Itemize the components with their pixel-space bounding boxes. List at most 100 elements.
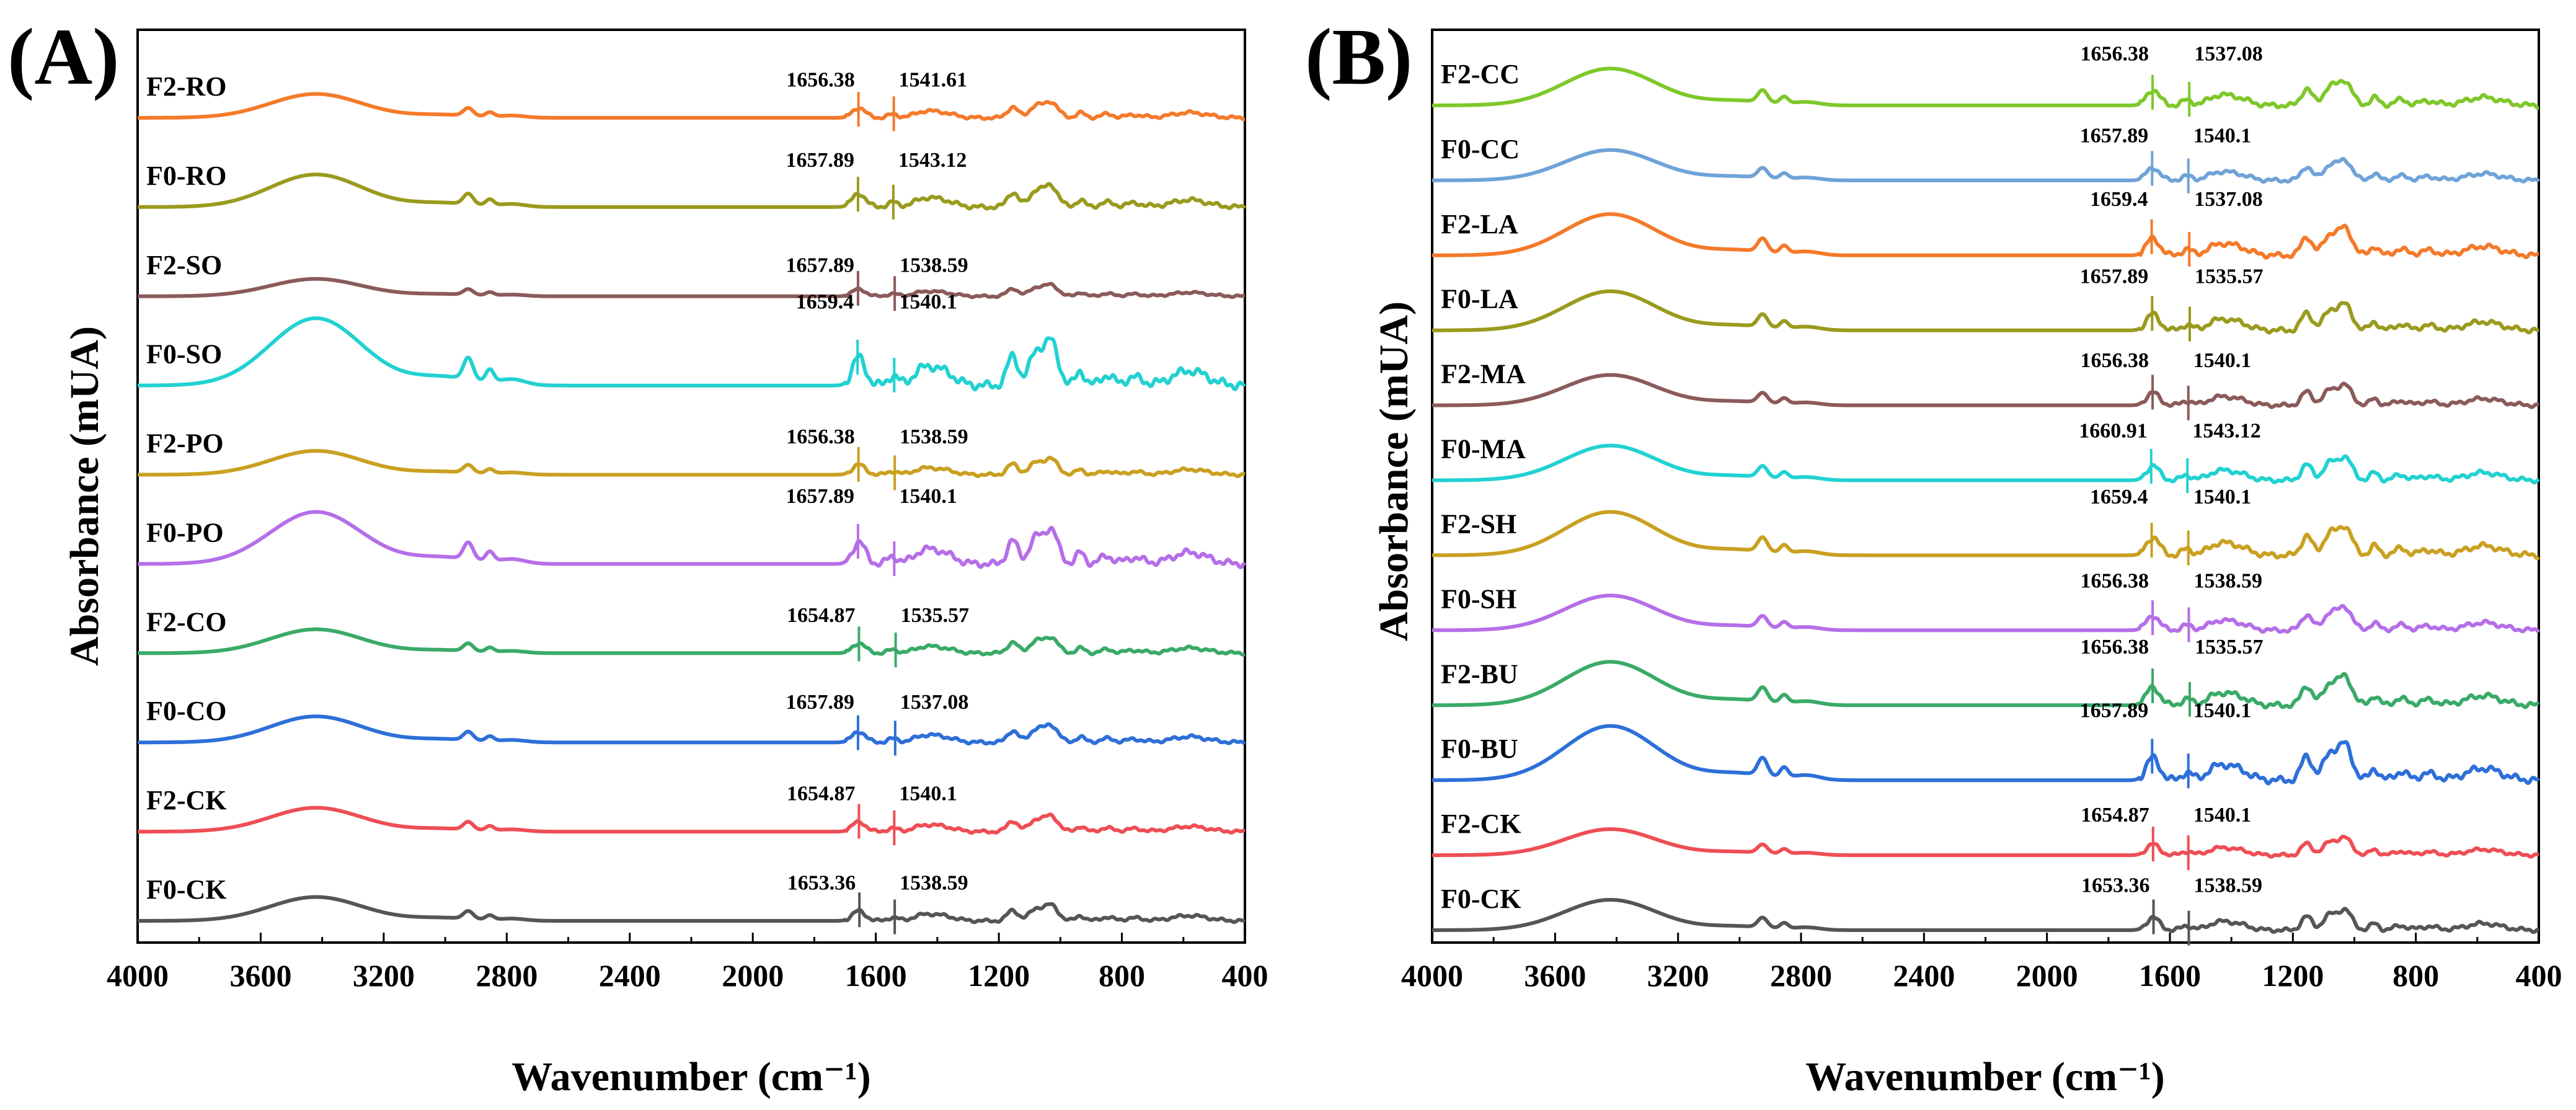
peak-label: 1657.89 (786, 254, 854, 277)
panel-b: 4000 3600 3200 2800 2400 2000 1600 1200 800 400 Wa… (1305, 12, 2562, 1099)
peak-label: 1543.12 (898, 149, 967, 172)
peak-label: 1656.38 (2081, 43, 2149, 66)
x-tick-label: 800 (1099, 958, 1145, 993)
peak-label: 1657.89 (2080, 124, 2149, 147)
spectrum-line (1432, 148, 2541, 184)
peak-label: 1538.59 (2193, 570, 2262, 593)
series-label: F0-SH (1441, 584, 1516, 614)
peak-label: 1654.87 (2081, 804, 2149, 827)
peak-label: 1540.1 (899, 291, 957, 314)
x-tick-label: 1600 (2139, 958, 2201, 993)
peak-label: 1540.1 (2193, 486, 2252, 508)
plot-frame (136, 29, 1246, 944)
spectrum-line (137, 92, 1246, 122)
series-label: F0-RO (146, 161, 227, 191)
x-tick-label: 3600 (1524, 958, 1586, 993)
peak-label: 1540.1 (2193, 124, 2252, 147)
series-label: F2-LA (1441, 209, 1518, 239)
peak-label: 1537.08 (900, 691, 969, 714)
peak-label: 1657.89 (2080, 265, 2149, 288)
y-axis-label: Absorbance (mUA) (1371, 301, 1417, 641)
series-label: F0-SO (146, 339, 222, 370)
series-label: F2-BU (1441, 659, 1518, 689)
spectrum-line (1432, 66, 2539, 110)
x-tick-label: 2400 (599, 958, 661, 993)
x-tick-label: 400 (1222, 958, 1268, 993)
series-label: F0-CK (1441, 884, 1521, 914)
peak-label: 1537.08 (2194, 43, 2263, 66)
peak-label: 1653.36 (2081, 874, 2150, 897)
series-label: F0-CO (146, 696, 227, 726)
x-tick-label: 2800 (476, 958, 538, 993)
spectrum-line (137, 510, 1247, 569)
peak-label: 1656.38 (2081, 349, 2149, 372)
x-tick-label: 2800 (1770, 958, 1832, 993)
spectrum-line (137, 316, 1246, 392)
series-label: F2-CC (1441, 59, 1520, 89)
series-label: F2-CK (146, 785, 227, 815)
x-tick-label: 2000 (2016, 958, 2078, 993)
spectrum-line (1432, 289, 2539, 335)
peak-label: 1654.87 (787, 783, 856, 806)
x-tick-label: 4000 (1401, 958, 1463, 993)
panel-a: 4000 3600 3200 2800 2400 2000 1600 1200 800 400 Wa… (7, 12, 1268, 1099)
peak-label: 1537.08 (2194, 188, 2263, 211)
x-tick-label: 3200 (1647, 958, 1709, 993)
x-tick-label: 3200 (353, 958, 415, 993)
peak-label: 1540.1 (899, 783, 957, 806)
x-tick-label: 2400 (1893, 958, 1955, 993)
peak-label: 1659.4 (2090, 188, 2148, 211)
peak-label: 1657.89 (2080, 699, 2149, 722)
spectrum-line (1432, 827, 2539, 859)
series-label: F2-SO (146, 250, 222, 280)
x-tick-label: 3600 (229, 958, 291, 993)
x-tick-label: 400 (2516, 958, 2562, 993)
series-label: F2-CO (146, 606, 227, 637)
series-label: F2-PO (146, 428, 224, 459)
spectrum-line (137, 714, 1246, 746)
x-tick-label: 2000 (722, 958, 784, 993)
spectrum-line (137, 172, 1247, 211)
panel-label: (B) (1305, 12, 1412, 102)
series-label: F0-MA (1441, 434, 1526, 464)
peak-label: 1657.89 (786, 485, 854, 508)
peak-label: 1656.38 (786, 69, 855, 92)
peak-label: 1540.1 (2193, 804, 2252, 827)
spectrum-line (1432, 724, 2540, 786)
peak-label: 1654.87 (787, 604, 856, 627)
spectrum-line (1432, 593, 2541, 634)
spectrum-line (1432, 373, 2540, 409)
peak-label: 1535.57 (901, 604, 970, 627)
peak-label: 1538.59 (900, 254, 968, 277)
spectrum-line (137, 277, 1246, 300)
series-label: F2-SH (1441, 508, 1516, 539)
series-label: F0-PO (146, 517, 224, 548)
x-axis-label: Wavenumber (cm⁻¹) (511, 1054, 871, 1099)
spectrum-line (1432, 443, 2540, 485)
series-label: F2-CK (1441, 809, 1521, 839)
peak-label: 1540.1 (2193, 349, 2252, 372)
plot-frame (1431, 29, 2540, 944)
series-label: F0-CC (1441, 134, 1520, 164)
spectrum-line (1432, 898, 2539, 935)
peak-label: 1535.57 (2195, 265, 2264, 288)
x-tick-label: 800 (2392, 958, 2439, 993)
peak-label: 1657.89 (786, 691, 854, 714)
peak-label: 1541.61 (899, 69, 968, 92)
spectrum-line (137, 449, 1246, 478)
series-label: F0-CK (146, 874, 227, 905)
peak-label: 1657.89 (786, 149, 854, 172)
peak-label: 1653.36 (787, 872, 856, 895)
peak-label: 1656.38 (2081, 570, 2149, 593)
peak-label: 1656.38 (786, 425, 855, 448)
series-label: F2-MA (1441, 359, 1526, 389)
series-label: F0-LA (1441, 284, 1518, 314)
series-label: F2-RO (146, 71, 227, 102)
spectrum-line (137, 806, 1246, 835)
y-axis-label: Absorbance (mUA) (62, 326, 107, 666)
x-axis-label: Wavenumber (cm⁻¹) (1805, 1054, 2165, 1099)
peak-label: 1538.59 (900, 425, 968, 448)
peak-label: 1660.91 (2079, 420, 2148, 443)
spectrum-line (137, 627, 1246, 657)
